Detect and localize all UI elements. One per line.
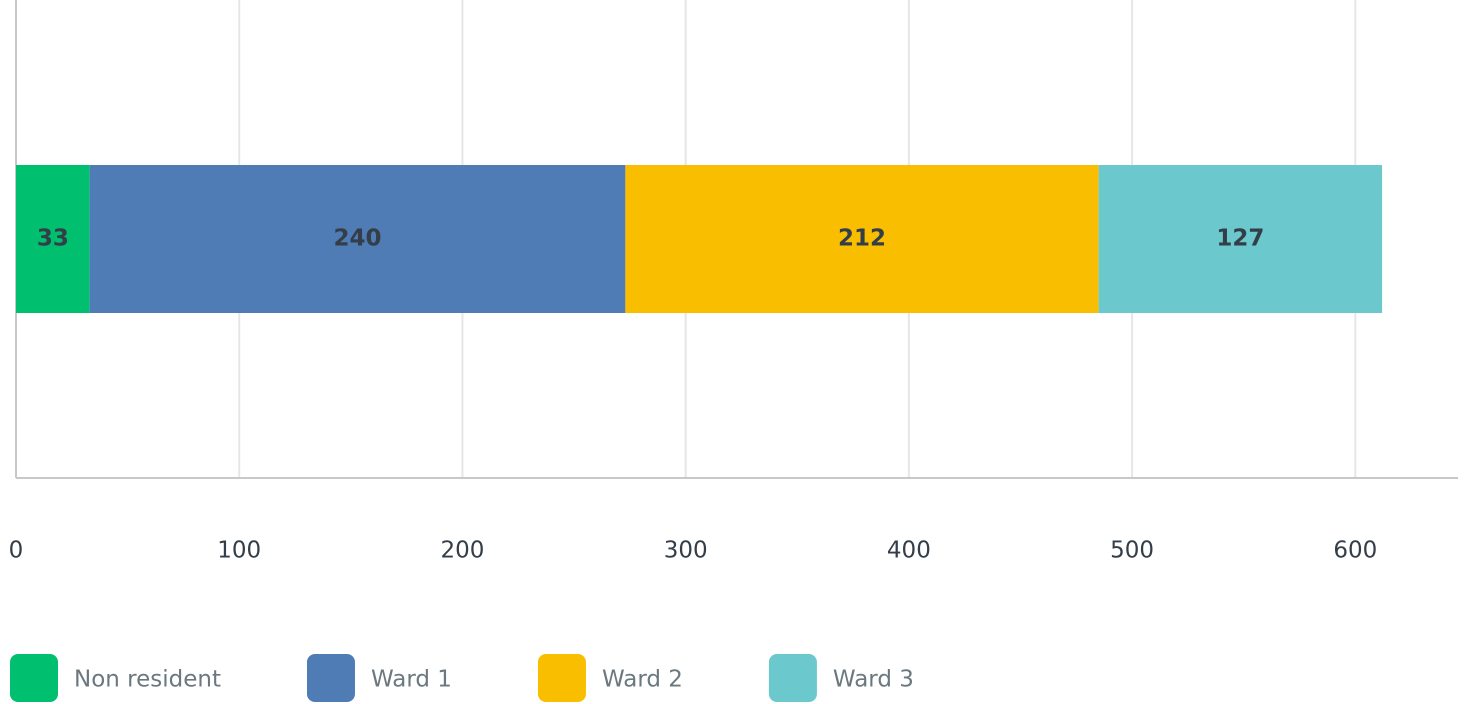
x-tick-label: 400 — [887, 538, 931, 564]
legend-label: Non resident — [74, 667, 221, 693]
bar-segment — [1098, 165, 1383, 313]
legend-swatch — [537, 654, 586, 702]
x-tick-label: 200 — [440, 538, 484, 564]
data-label: 240 — [334, 226, 382, 252]
legend-label: Ward 1 — [371, 667, 452, 693]
legend-swatch — [10, 654, 58, 702]
x-tick-label: 0 — [9, 538, 24, 564]
legend-label: Ward 3 — [833, 667, 914, 693]
data-label: 127 — [1216, 226, 1264, 252]
x-tick-label: 300 — [664, 538, 708, 564]
legend-swatch — [768, 654, 817, 702]
bar-segment — [625, 165, 1099, 313]
bar-segment — [89, 165, 626, 313]
data-label: 33 — [37, 226, 69, 252]
bar-segment — [16, 165, 90, 313]
legend-label: Ward 2 — [602, 667, 683, 693]
legend-swatch — [306, 654, 355, 702]
x-tick-label: 600 — [1333, 538, 1377, 564]
x-tick-label: 100 — [217, 538, 261, 564]
data-label: 212 — [838, 226, 886, 252]
x-tick-label: 500 — [1110, 538, 1154, 564]
